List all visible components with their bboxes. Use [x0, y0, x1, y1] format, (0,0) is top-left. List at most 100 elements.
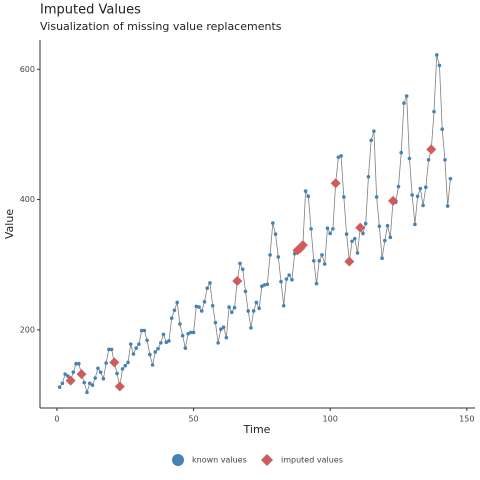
legend-marker	[261, 454, 273, 466]
known-point	[158, 341, 163, 345]
known-point	[415, 194, 420, 199]
known-point	[205, 286, 210, 290]
known-point	[156, 346, 160, 351]
known-point	[123, 363, 128, 368]
known-point	[388, 235, 393, 240]
chart-subtitle: Visualization of missing value replaceme…	[40, 20, 282, 33]
known-point	[380, 256, 384, 260]
known-point	[230, 310, 234, 315]
known-point	[440, 127, 445, 132]
known-point	[169, 316, 174, 320]
known-point	[355, 251, 360, 255]
y-axis-label: Value	[3, 209, 16, 239]
known-point	[63, 372, 67, 376]
known-point	[131, 352, 136, 356]
known-point	[186, 331, 190, 336]
known-point	[202, 300, 207, 304]
known-point	[191, 330, 196, 335]
known-point	[139, 328, 144, 333]
known-point	[90, 383, 95, 388]
known-point	[273, 232, 278, 236]
legend-marker	[172, 454, 184, 466]
imputed-point	[114, 381, 125, 392]
y-tick-label: 200	[20, 325, 35, 334]
known-point	[328, 231, 332, 236]
known-point	[82, 380, 87, 385]
known-point	[93, 376, 97, 380]
known-point	[448, 176, 453, 181]
x-axis-label: Time	[243, 423, 271, 436]
imputed-point	[65, 375, 76, 386]
imputed-point	[76, 369, 87, 380]
known-point	[257, 306, 261, 311]
known-point	[306, 194, 311, 199]
known-point	[232, 305, 237, 310]
known-point	[137, 342, 141, 346]
y-tick-label: 600	[20, 65, 35, 74]
known-point	[424, 185, 428, 189]
imputed-point	[388, 195, 399, 206]
known-point	[142, 328, 147, 333]
known-point	[413, 222, 417, 227]
legend-label: known values	[192, 456, 247, 465]
known-point	[126, 360, 130, 365]
known-point	[197, 305, 201, 309]
known-point	[107, 347, 111, 352]
known-point	[399, 150, 404, 155]
known-point	[262, 283, 267, 287]
known-point	[363, 221, 368, 226]
known-point	[251, 309, 256, 313]
known-point	[115, 371, 119, 376]
known-point	[164, 340, 169, 345]
known-point	[279, 279, 283, 284]
known-point	[240, 267, 245, 272]
imputed-point	[344, 256, 355, 267]
known-point	[150, 363, 155, 367]
known-point	[320, 253, 324, 257]
known-point	[77, 361, 81, 366]
known-point	[175, 300, 179, 305]
known-point	[407, 156, 412, 161]
known-point	[432, 109, 436, 114]
known-point	[372, 129, 376, 133]
series-line	[59, 54, 451, 394]
known-point	[246, 309, 251, 313]
known-point	[374, 195, 379, 199]
known-point	[120, 367, 125, 371]
known-point	[287, 273, 291, 277]
known-point	[325, 226, 330, 231]
known-point	[104, 361, 108, 365]
known-point	[352, 236, 357, 241]
known-point	[290, 277, 294, 282]
known-point	[284, 277, 289, 281]
known-point	[145, 338, 149, 343]
known-point	[437, 63, 442, 68]
known-point	[421, 203, 425, 208]
known-point	[98, 370, 103, 374]
known-point	[219, 327, 223, 331]
known-point	[404, 94, 409, 98]
known-point	[153, 350, 158, 354]
known-point	[101, 376, 106, 381]
y-tick-label: 400	[20, 195, 35, 204]
known-point	[322, 262, 327, 266]
known-point	[87, 381, 92, 386]
known-point	[194, 304, 199, 309]
imputed-point	[330, 178, 341, 189]
x-tick-label: 0	[54, 415, 59, 424]
known-point	[303, 189, 308, 193]
x-tick-label: 50	[188, 415, 198, 424]
known-point	[402, 101, 406, 105]
known-point	[445, 204, 450, 208]
known-point	[276, 255, 281, 259]
known-point	[221, 325, 226, 330]
known-point	[249, 326, 253, 330]
imputed-point	[109, 357, 120, 368]
known-point	[339, 154, 343, 158]
known-point	[311, 259, 316, 263]
known-point	[426, 158, 431, 162]
imputed-point	[355, 222, 366, 233]
known-point	[317, 259, 322, 263]
known-point	[178, 322, 182, 326]
